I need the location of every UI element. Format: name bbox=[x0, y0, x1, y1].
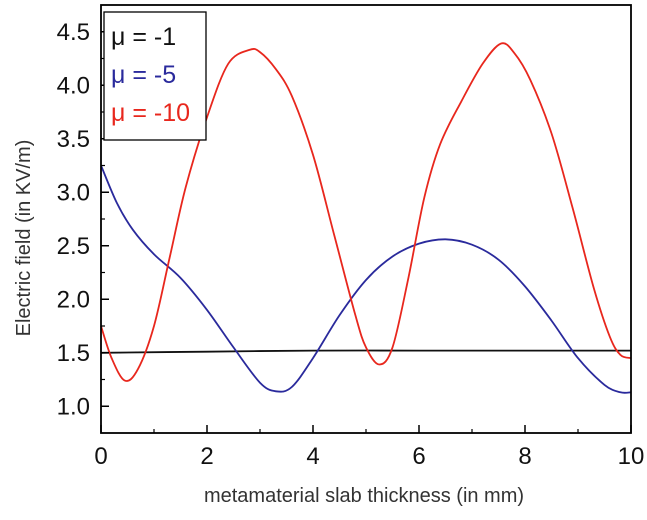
axis-ticks: 0 2 4 6 8 10 1.0 1.5 2.0 2.5 3.0 3.5 4.0 4.5 bbox=[57, 19, 645, 470]
y-axis-label: Electric field (in KV/m) bbox=[13, 140, 35, 337]
x-tick-label: 6 bbox=[412, 443, 425, 470]
y-tick-label: 4.5 bbox=[57, 19, 90, 46]
x-tick-label: 4 bbox=[306, 443, 319, 470]
y-tick-label: 3.5 bbox=[57, 126, 90, 153]
y-tick-label: 4.0 bbox=[57, 72, 90, 99]
x-tick-label: 8 bbox=[518, 443, 531, 470]
x-tick-label: 10 bbox=[618, 443, 645, 470]
y-tick-label: 2.5 bbox=[57, 233, 90, 260]
series-layer bbox=[100, 42, 632, 394]
y-tick-label: 1.5 bbox=[57, 340, 90, 367]
legend: μ = -1 μ = -5 μ = -10 bbox=[103, 11, 207, 141]
y-tick-label: 1.0 bbox=[57, 393, 90, 420]
legend-entry-2: μ = -5 bbox=[111, 61, 176, 89]
x-tick-label: 0 bbox=[94, 443, 107, 470]
series-line-3 bbox=[100, 42, 632, 382]
y-tick-label: 3.0 bbox=[57, 179, 90, 206]
y-tick-label: 2.0 bbox=[57, 286, 90, 313]
x-axis-label: metamaterial slab thickness (in mm) bbox=[204, 485, 524, 507]
x-tick-label: 2 bbox=[200, 443, 213, 470]
series-line-2 bbox=[100, 165, 632, 394]
legend-entry-1: μ = -1 bbox=[111, 23, 176, 51]
legend-box bbox=[103, 11, 207, 141]
series-line-1 bbox=[100, 349, 631, 354]
legend-entry-3: μ = -10 bbox=[111, 99, 190, 127]
